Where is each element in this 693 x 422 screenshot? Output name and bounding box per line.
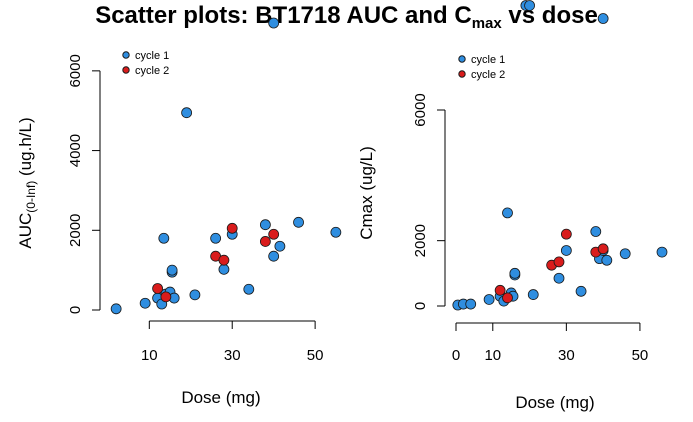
right-point-series2-1	[502, 292, 513, 304]
left-point-series1-4	[158, 232, 170, 244]
left-point-series1-17	[268, 250, 280, 262]
left-y-label-sub: (0-Inf)	[24, 181, 38, 213]
left-point-series1-21	[268, 17, 280, 29]
right-point-series1-9	[509, 267, 521, 279]
left-y-axis-label: AUC(0-Inf) (ug.h/L)	[16, 117, 38, 248]
left-point-series1-18	[274, 240, 286, 252]
right-point-series1-13	[560, 245, 572, 256]
left-point-series1-16	[259, 219, 271, 231]
right-legend-label-cycle2: cycle 2	[471, 69, 505, 81]
right-point-series1-2	[465, 298, 477, 310]
title-prefix: Scatter plots: BT1718 AUC and C	[95, 2, 472, 29]
left-point-series1-12	[210, 232, 222, 244]
left-point-series2-5	[259, 236, 271, 247]
right-point-series2-4	[560, 228, 572, 240]
right-point-series2-3	[553, 256, 565, 268]
left-point-series1-15	[243, 283, 255, 295]
title-subscript: max	[471, 15, 502, 32]
left-point-series2-1	[160, 291, 172, 303]
left-point-series1-8	[166, 264, 178, 276]
right-legend-label-cycle1: cycle 1	[471, 54, 505, 66]
right-point-series1-19	[619, 248, 631, 260]
left-x-tick-label-0: 10	[141, 347, 158, 364]
right-y-tick-label-0: 0	[412, 302, 429, 310]
right-x-tick-label-3: 50	[632, 347, 649, 364]
right-point-series1-15	[590, 226, 602, 237]
right-x-tick-label-0: 0	[452, 347, 460, 364]
left-point-series2-6	[268, 228, 280, 240]
page-title: Scatter plots: BT1718 AUC and Cmax vs do…	[0, 0, 693, 36]
left-legend-label-cycle1: cycle 1	[135, 50, 169, 62]
left-x-tick-label-1: 30	[224, 347, 241, 364]
right-point-series1-3	[483, 294, 495, 305]
left-legend-marker-cycle1	[122, 51, 130, 59]
left-point-series2-4	[226, 222, 238, 234]
right-point-series1-21	[524, 0, 535, 11]
right-legend: cycle 1 cycle 2	[458, 54, 505, 81]
left-point-series1-19	[293, 216, 304, 228]
left-point-series1-10	[181, 107, 193, 119]
right-y-axis-label: Cmax (ug/L)	[357, 146, 376, 240]
left-y-label-main: AUC	[16, 213, 35, 249]
left-y-tick-label-2: 4000	[67, 134, 84, 167]
right-point-series2-0	[494, 284, 506, 296]
left-point-series2-0	[152, 283, 164, 294]
right-point-series2-6	[597, 243, 609, 255]
right-y-tick-label-2: 6000	[412, 93, 429, 126]
left-panel: Dose (mg) AUC(0-Inf) (ug.h/L) cycle 1 cy…	[16, 41, 343, 407]
right-legend-marker-cycle2	[458, 70, 466, 78]
right-point-series1-6	[502, 207, 513, 219]
left-point-series1-13	[218, 263, 230, 275]
left-plot-legend-frame	[113, 41, 343, 321]
right-point-series1-12	[553, 272, 565, 284]
right-point-series1-20	[656, 246, 668, 258]
left-point-series1-11	[189, 289, 201, 301]
right-point-series1-18	[601, 254, 613, 266]
left-legend-label-cycle2: cycle 2	[135, 65, 169, 77]
left-point-series1-0	[110, 303, 122, 315]
left-y-tick-label-1: 2000	[67, 214, 84, 247]
left-point-series2-3	[218, 254, 230, 266]
right-x-tick-label-2: 30	[558, 347, 575, 364]
right-point-series1-14	[575, 285, 587, 297]
left-y-tick-label-3: 6000	[67, 54, 84, 87]
left-legend: cycle 1 cycle 2	[122, 50, 169, 77]
left-x-axis-label: Dose (mg)	[181, 388, 260, 407]
right-y-tick-label-1: 2000	[412, 224, 429, 257]
right-legend-marker-cycle1	[458, 55, 466, 63]
right-point-series1-11	[527, 289, 539, 300]
left-y-tick-label-0: 0	[67, 306, 84, 314]
right-point-series1-22	[597, 13, 609, 24]
left-legend-marker-cycle2	[122, 66, 130, 74]
right-x-axis-label: Dose (mg)	[515, 393, 594, 412]
left-y-label-unit: (ug.h/L)	[16, 117, 35, 180]
left-x-tick-label-2: 50	[307, 347, 324, 364]
right-panel: Dose (mg) Cmax (ug/L) cycle 1 cycle 2	[357, 54, 595, 412]
left-point-series1-1	[139, 297, 151, 309]
left-point-series1-20	[330, 226, 342, 238]
right-x-tick-label-1: 10	[484, 347, 501, 364]
